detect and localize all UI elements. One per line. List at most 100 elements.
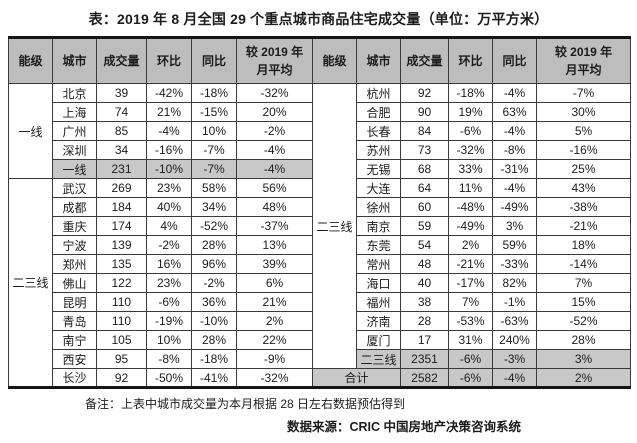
header-row: 能级 城市 成交量 环比 同比较 2019 年 月平均 能级 城市 成交量 环比 同比较 2019… — [8, 37, 631, 84]
yoy-cell: -31% — [492, 159, 537, 179]
column-header: 较 2019 年 月平均 — [236, 37, 313, 84]
vs-avg-cell: -52% — [536, 311, 631, 331]
city-cell: 苏州 — [356, 140, 401, 160]
yoy-cell: -10% — [191, 311, 237, 331]
column-header: 城市 — [356, 37, 401, 84]
yoy-cell: 240% — [492, 330, 537, 350]
table-row: 广州 85 -4% 10% -2% 长春 84 -6% -4% 5% — [9, 121, 631, 141]
volume-cell: 184 — [96, 197, 147, 217]
vs-avg-cell: 15% — [536, 292, 631, 312]
vs-avg-cell: 30% — [536, 102, 631, 122]
vs-avg-cell: 20% — [236, 102, 313, 122]
yoy-cell: -41% — [191, 368, 237, 388]
yoy-cell: -49% — [492, 197, 537, 217]
city-cell: 东莞 — [356, 235, 401, 255]
vs-avg-cell: 43% — [536, 178, 631, 198]
volume-cell: 17 — [400, 330, 449, 350]
column-header: 环比 — [448, 37, 493, 84]
vs-avg-cell: 2% — [536, 368, 631, 388]
mom-cell: -6% — [448, 121, 493, 141]
column-header: 成交量 — [400, 37, 449, 84]
mom-cell: -53% — [448, 311, 493, 331]
volume-cell: 34 — [96, 140, 147, 160]
yoy-cell: 3% — [492, 216, 537, 236]
city-cell: 厦门 — [356, 330, 401, 350]
city-cell: 无锡 — [356, 159, 401, 179]
vs-avg-cell: 13% — [236, 235, 313, 255]
vs-avg-cell: 2% — [236, 311, 313, 331]
total-label-cell: 合计 — [312, 368, 401, 388]
mom-cell: 11% — [448, 178, 493, 198]
yoy-cell: -2% — [191, 273, 237, 293]
vs-avg-cell: 7% — [536, 273, 631, 293]
yoy-cell: -52% — [191, 216, 237, 236]
housing-transactions-table: 能级 城市 成交量 环比 同比较 2019 年 月平均 能级 城市 成交量 环比 同比较 2019… — [8, 36, 631, 389]
city-cell: 北京 — [52, 83, 97, 103]
mom-cell: 10% — [146, 330, 192, 350]
yoy-cell: -8% — [492, 140, 537, 160]
vs-avg-cell: -21% — [536, 216, 631, 236]
vs-avg-cell: -37% — [236, 216, 313, 236]
mom-cell: 23% — [146, 273, 192, 293]
yoy-cell: -33% — [492, 254, 537, 274]
vs-avg-cell: 25% — [536, 159, 631, 179]
city-cell: 成都 — [52, 197, 97, 217]
table-row: 佛山 122 23% -2% 6% 海口 40 -17% 82% 7% — [9, 273, 631, 293]
mom-cell: 21% — [146, 102, 192, 122]
mom-cell: -50% — [146, 368, 192, 388]
city-cell: 郑州 — [52, 254, 97, 274]
city-cell: 南京 — [356, 216, 401, 236]
data-source: 数据来源：CRIC 中国房地产决策咨询系统 — [286, 420, 521, 434]
vs-avg-cell: 22% — [236, 330, 313, 350]
city-cell: 常州 — [356, 254, 401, 274]
volume-cell: 110 — [96, 292, 147, 312]
vs-avg-cell: 6% — [236, 273, 313, 293]
table-row: 一线 231 -10% -7% -4% 无锡 68 33% -31% 25% — [9, 159, 631, 179]
mom-cell: -19% — [146, 311, 192, 331]
volume-cell: 2351 — [400, 349, 449, 369]
vs-avg-cell: 28% — [536, 330, 631, 350]
volume-cell: 60 — [400, 197, 449, 217]
volume-cell: 95 — [96, 349, 147, 369]
volume-cell: 231 — [96, 159, 147, 179]
yoy-cell: -7% — [191, 140, 237, 160]
table-row: 二三线 武汉 269 23% 58% 56% 大连 64 11% -4% 43% — [8, 178, 631, 388]
volume-cell: 39 — [96, 83, 147, 103]
mom-cell: -6% — [448, 349, 493, 369]
table-row: 西安 95 -8% -18% -9% 二三线 2351 -6% -3% 3% — [9, 349, 631, 369]
city-cell: 二三线 — [356, 349, 401, 369]
mom-cell: 4% — [146, 216, 192, 236]
mom-cell: -48% — [448, 197, 493, 217]
table-header: 能级 城市 成交量 环比 同比较 2019 年 月平均 能级 城市 成交量 环比 同比较 2019… — [8, 37, 631, 84]
mom-cell: -18% — [448, 83, 493, 103]
mom-cell: -21% — [448, 254, 493, 274]
yoy-cell: 10% — [191, 121, 237, 141]
vs-avg-cell: -32% — [236, 83, 313, 103]
mom-cell: 33% — [448, 159, 493, 179]
table-row: 郑州 135 16% 96% 39% 常州 48 -21% -33% -14% — [9, 254, 631, 274]
table-row: 深圳 34 -16% -7% -4% 苏州 73 -32% -8% -16% — [9, 140, 631, 160]
volume-cell: 2582 — [400, 368, 449, 388]
vs-avg-cell: 5% — [536, 121, 631, 141]
mom-cell: 16% — [146, 254, 192, 274]
volume-cell: 85 — [96, 121, 147, 141]
city-cell: 佛山 — [52, 273, 97, 293]
mom-cell: 40% — [146, 197, 192, 217]
mom-cell: -4% — [146, 121, 192, 141]
yoy-cell: -3% — [492, 349, 537, 369]
mom-cell: -16% — [146, 140, 192, 160]
vs-avg-cell: -7% — [536, 83, 631, 103]
yoy-cell: 34% — [191, 197, 237, 217]
city-cell: 合肥 — [356, 102, 401, 122]
vs-avg-cell: -9% — [236, 349, 313, 369]
table-row: 宁波 139 -2% 28% 13% 东莞 54 2% 59% 18% — [9, 235, 631, 255]
table-row: 青岛 110 -19% -10% 2% 济南 28 -53% -63% -52% — [9, 311, 631, 331]
volume-cell: 59 — [400, 216, 449, 236]
volume-cell: 92 — [400, 83, 449, 103]
table-body: 一线 北京 39 -42% -18% -32% 二三线 杭州 92 -18% -4% -7% 上海 74 2… — [8, 83, 631, 388]
tier-cell: 二三线 — [8, 178, 53, 388]
city-cell: 杭州 — [356, 83, 401, 103]
yoy-cell: 36% — [191, 292, 237, 312]
mom-cell: -6% — [448, 368, 493, 388]
volume-cell: 68 — [400, 159, 449, 179]
